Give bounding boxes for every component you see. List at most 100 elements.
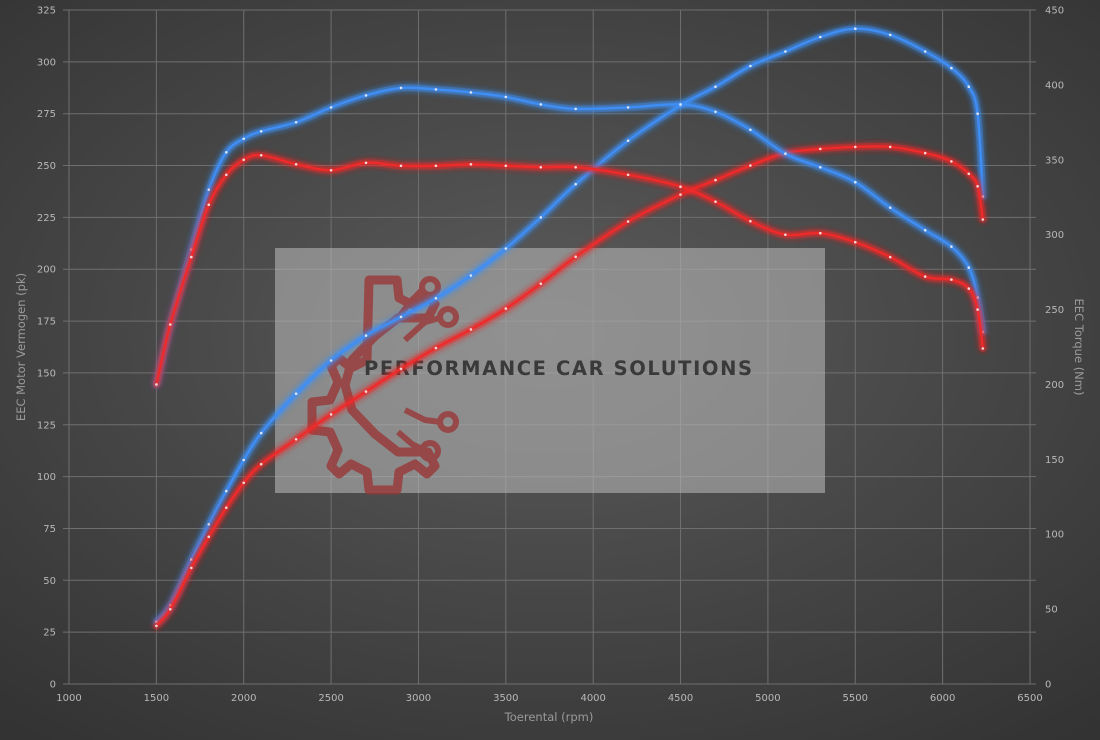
y-tick-label-left: 225 <box>37 213 56 224</box>
y-tick-label-right: 350 <box>1045 155 1064 166</box>
series-3-point <box>714 200 717 203</box>
series-3-point <box>888 255 892 259</box>
series-1-point <box>888 145 892 149</box>
y-tick-label-right: 100 <box>1045 530 1064 541</box>
series-3-point <box>923 275 927 278</box>
series-3-point <box>626 173 630 177</box>
y-tick-label-left: 325 <box>37 6 56 17</box>
y-tick-label-left: 50 <box>43 576 56 587</box>
y-axis-title-right: EEC Torque (Nm) <box>1072 299 1086 396</box>
series-3-point <box>679 185 682 188</box>
series-2-point <box>626 106 630 109</box>
series-3-point <box>504 164 508 168</box>
series-0-point <box>967 85 971 88</box>
series-1-point <box>714 178 717 182</box>
series-2-point <box>888 206 892 209</box>
series-0-point <box>329 359 333 362</box>
x-tick-label: 4500 <box>668 693 693 704</box>
gear-logo-icon <box>307 275 459 495</box>
series-1-point <box>364 390 368 393</box>
series-0-point <box>784 50 787 53</box>
series-2-point <box>434 88 438 91</box>
series-2-point <box>714 110 717 114</box>
x-tick-label: 5000 <box>755 693 780 704</box>
series-1-point <box>190 566 193 570</box>
x-tick-label: 5500 <box>843 693 868 704</box>
series-1-point <box>749 164 752 167</box>
series-0-point <box>504 247 508 250</box>
series-0-point <box>976 112 979 115</box>
x-tick-label: 4000 <box>580 693 605 704</box>
series-0-point <box>259 431 263 435</box>
y-tick-label-left: 75 <box>43 524 56 535</box>
series-0-point <box>434 297 438 300</box>
series-1-point <box>976 185 979 188</box>
series-1-point <box>399 367 403 371</box>
y-tick-label-right: 400 <box>1045 80 1064 91</box>
y-tick-label-right: 150 <box>1045 455 1064 466</box>
series-2-point <box>950 245 953 248</box>
series-3-point <box>329 169 333 172</box>
series-1-point <box>169 608 172 611</box>
series-3-point <box>749 219 752 223</box>
series-0-point <box>207 523 211 526</box>
series-2-point <box>207 188 211 191</box>
series-3-point <box>364 161 368 165</box>
series-3-point <box>242 158 245 162</box>
x-tick-label: 6500 <box>1017 693 1042 704</box>
y-tick-label-left: 25 <box>43 628 56 639</box>
series-3-point <box>950 278 953 281</box>
series-1-point <box>950 160 953 163</box>
series-2-point <box>504 95 508 99</box>
series-2-point <box>679 103 682 106</box>
series-2-point <box>469 91 473 94</box>
series-1-point <box>923 151 927 155</box>
series-1-group <box>152 142 987 630</box>
series-2-point <box>259 130 263 133</box>
series-0-point <box>923 50 927 53</box>
series-0-point <box>819 35 822 39</box>
series-1-point <box>679 193 682 196</box>
series-1-point <box>469 328 473 331</box>
x-tick-label: 6000 <box>930 693 955 704</box>
series-3-point <box>294 163 298 166</box>
y-tick-label-right: 450 <box>1045 6 1064 17</box>
series-3-point <box>539 166 543 169</box>
series-3-point <box>981 347 985 350</box>
series-2-point <box>294 121 298 124</box>
y-axis-title-left: EEC Motor Vermogen (pk) <box>14 273 28 421</box>
series-3-point <box>819 231 822 235</box>
series-0-point <box>242 458 245 462</box>
series-2-point <box>225 151 228 154</box>
series-1-point <box>981 218 985 221</box>
series-3-point <box>225 173 228 177</box>
series-1-point <box>854 145 857 149</box>
y-tick-label-right: 0 <box>1045 680 1051 691</box>
y-tick-label-right: 200 <box>1045 380 1064 391</box>
x-tick-label: 3000 <box>406 693 431 704</box>
series-2-point <box>329 106 333 109</box>
x-tick-label: 1500 <box>144 693 169 704</box>
series-2-point <box>399 86 403 90</box>
x-tick-label: 2500 <box>318 693 343 704</box>
x-tick-label: 1000 <box>56 693 81 704</box>
y-tick-label-right: 250 <box>1045 305 1064 316</box>
series-0-point <box>225 489 228 493</box>
series-0-point <box>364 334 368 337</box>
series-1-point <box>626 220 630 223</box>
series-1-point <box>259 462 263 466</box>
y-tick-label-left: 175 <box>37 317 56 328</box>
series-2-point <box>364 94 368 97</box>
series-3-point <box>207 203 211 206</box>
series-3-point <box>976 308 979 311</box>
series-3-point <box>169 323 172 326</box>
series-0-point <box>626 139 630 142</box>
series-3-point <box>469 163 473 166</box>
series-2-point <box>923 228 927 232</box>
x-axis-title: Toerental (rpm) <box>504 710 594 724</box>
series-2-point <box>784 152 787 156</box>
y-tick-label-left: 0 <box>50 680 56 691</box>
series-3-point <box>784 233 787 236</box>
x-tick-label: 2000 <box>231 693 256 704</box>
